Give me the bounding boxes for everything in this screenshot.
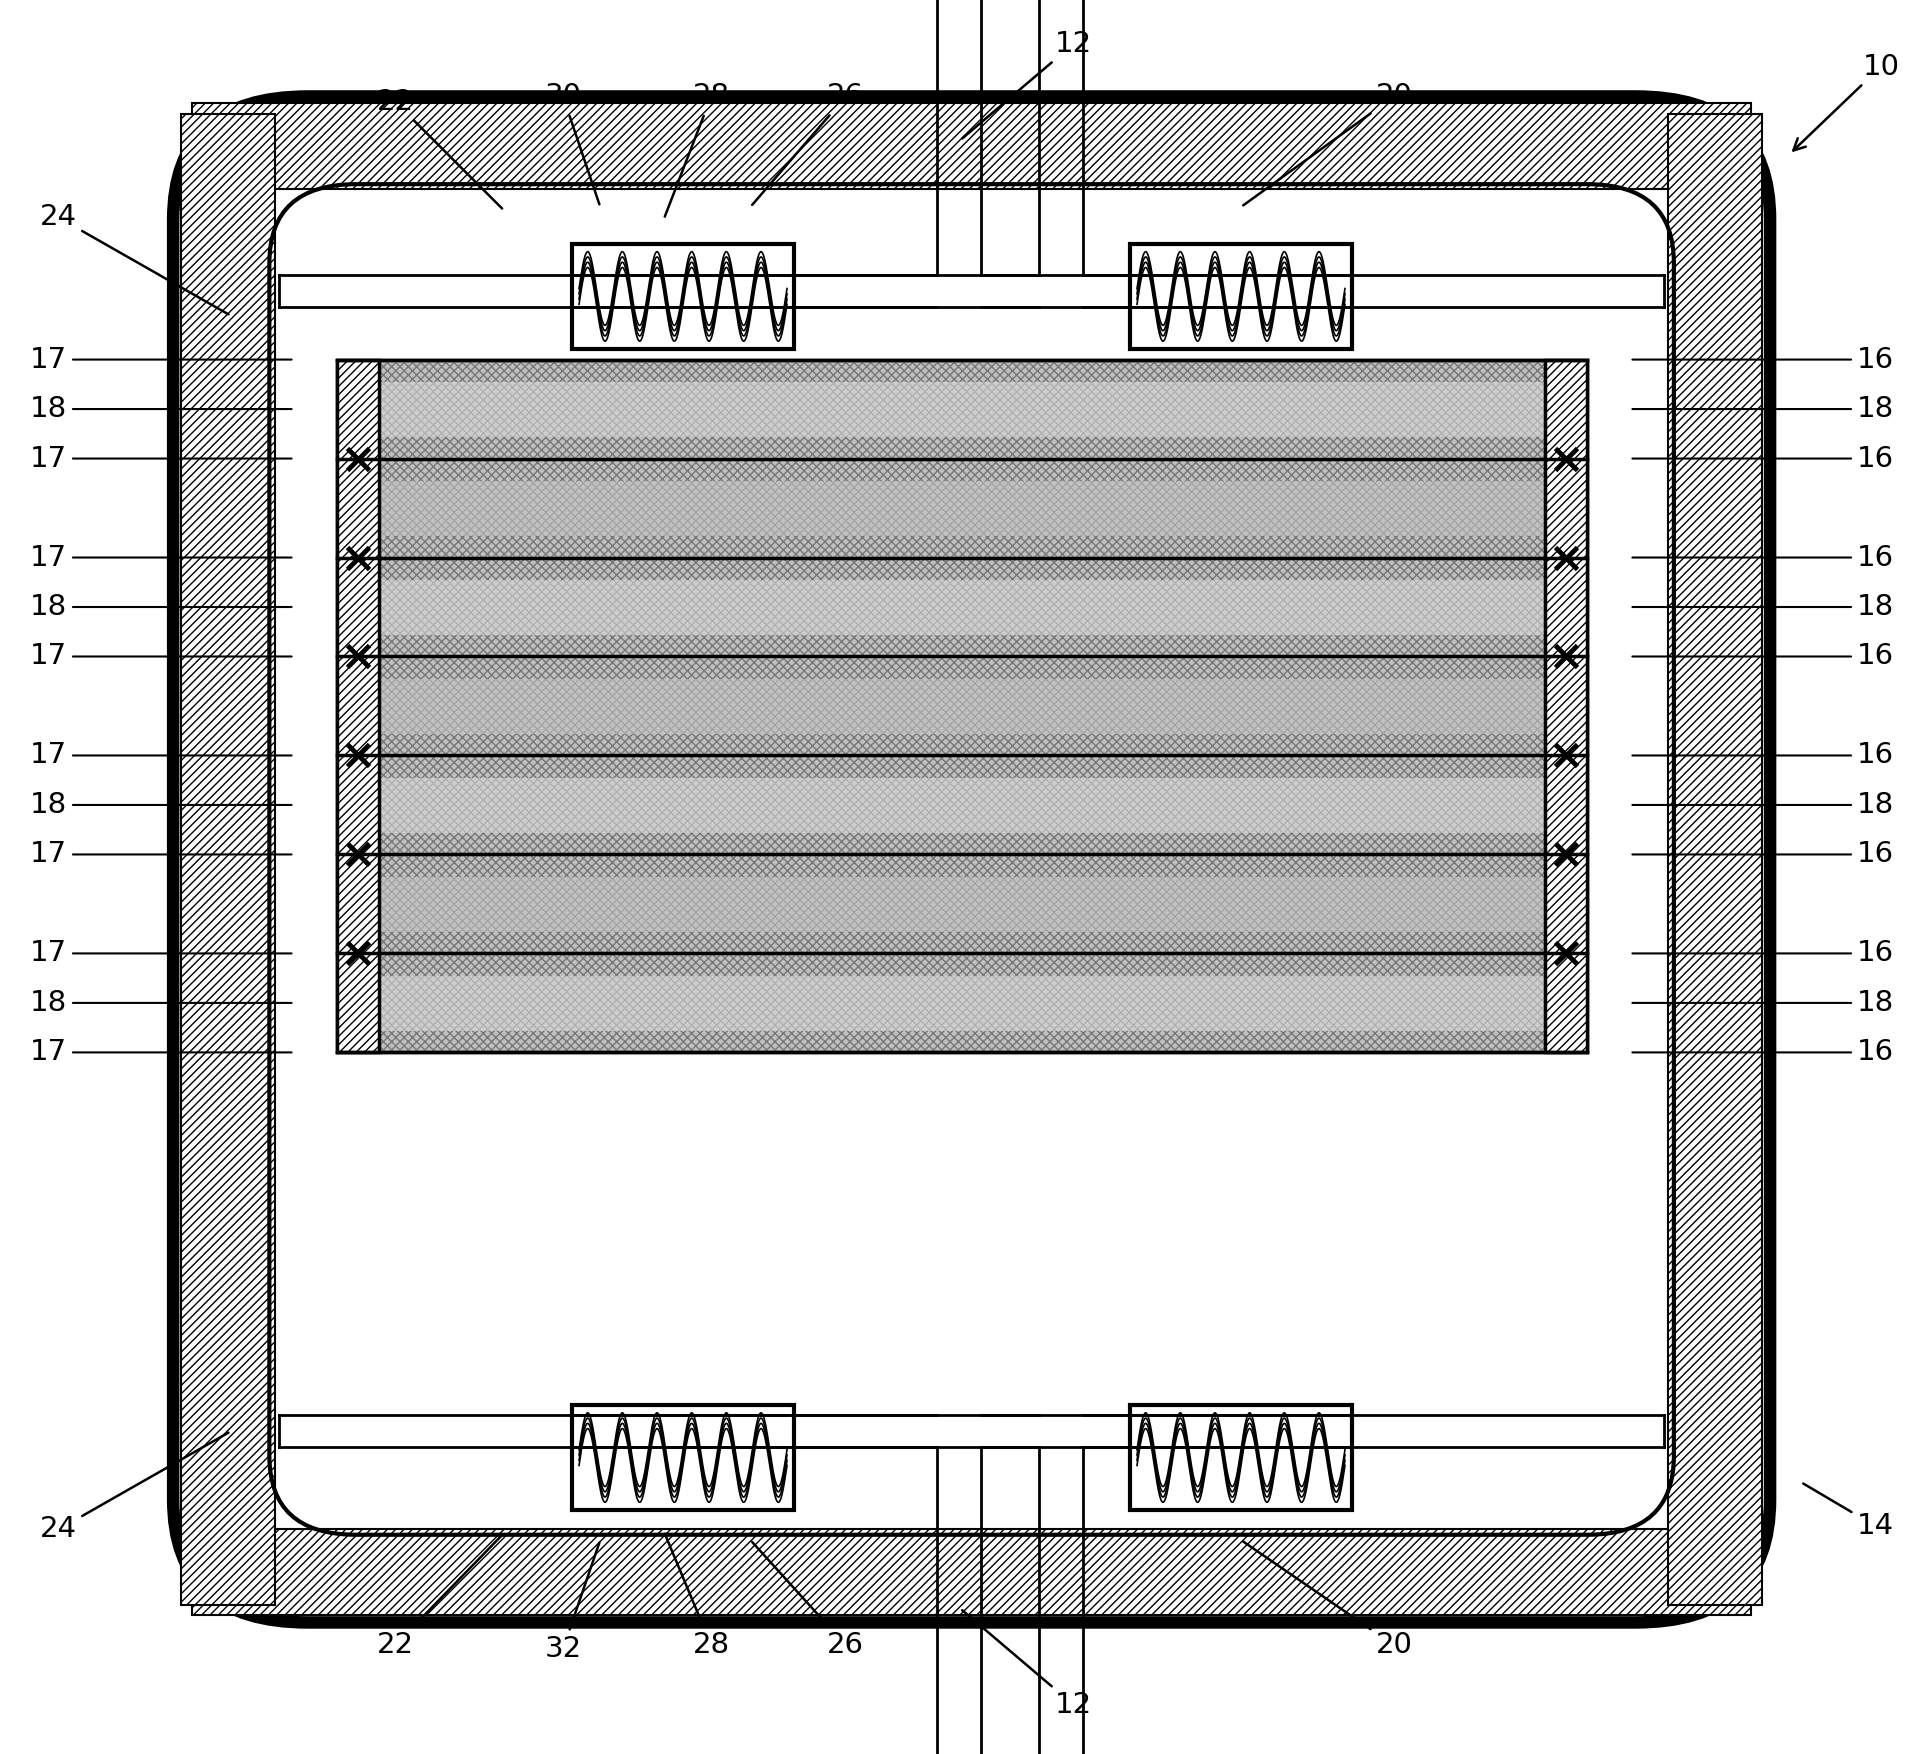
Text: 17: 17 — [31, 1038, 292, 1066]
Text: 17: 17 — [31, 742, 292, 770]
Text: 16: 16 — [1631, 1038, 1892, 1066]
Text: 30: 30 — [544, 82, 600, 203]
Text: 32: 32 — [544, 1542, 600, 1663]
Bar — [1131, 1405, 1350, 1510]
Text: 18: 18 — [1631, 989, 1892, 1017]
Bar — [1131, 244, 1350, 349]
Text: 18: 18 — [31, 989, 292, 1017]
FancyBboxPatch shape — [173, 96, 1769, 1622]
Text: 18: 18 — [31, 791, 292, 819]
Text: 28: 28 — [665, 82, 729, 217]
Text: 17: 17 — [31, 840, 292, 868]
Text: 18: 18 — [1631, 593, 1892, 621]
Bar — [1544, 360, 1586, 1052]
Bar — [192, 1529, 1750, 1615]
Text: 20: 20 — [1242, 1542, 1411, 1659]
Text: 16: 16 — [1631, 742, 1892, 770]
Bar — [379, 581, 1544, 635]
Bar — [571, 244, 792, 349]
Text: 18: 18 — [31, 395, 292, 423]
Text: 28: 28 — [665, 1533, 729, 1659]
Text: 18: 18 — [1631, 791, 1892, 819]
Text: 24: 24 — [40, 203, 229, 314]
Bar — [1667, 114, 1761, 1605]
Text: 26: 26 — [752, 1542, 863, 1659]
Bar — [337, 360, 1586, 1052]
Bar — [379, 382, 1544, 437]
Text: 20: 20 — [1242, 82, 1411, 205]
Bar — [337, 360, 1586, 1052]
Text: 18: 18 — [31, 593, 292, 621]
Text: 17: 17 — [31, 444, 292, 472]
Bar — [379, 679, 1544, 733]
Text: 12: 12 — [962, 1610, 1092, 1719]
Bar — [337, 360, 379, 1052]
Text: 16: 16 — [1631, 642, 1892, 670]
Text: 17: 17 — [31, 642, 292, 670]
Text: 24: 24 — [40, 1433, 229, 1544]
Text: 17: 17 — [31, 940, 292, 968]
Text: 16: 16 — [1631, 444, 1892, 472]
Text: 22: 22 — [377, 88, 502, 209]
Text: 26: 26 — [752, 82, 863, 205]
Text: 16: 16 — [1631, 346, 1892, 374]
Bar — [1544, 360, 1586, 1052]
Bar — [379, 779, 1544, 833]
Text: 16: 16 — [1631, 544, 1892, 572]
Bar — [379, 877, 1544, 931]
Text: 12: 12 — [962, 30, 1092, 139]
Bar — [571, 1405, 792, 1510]
Bar — [192, 103, 1750, 189]
Text: 17: 17 — [31, 544, 292, 572]
Bar — [379, 977, 1544, 1031]
Text: 14: 14 — [1802, 1484, 1892, 1540]
Text: 22: 22 — [377, 1535, 502, 1659]
Text: 16: 16 — [1631, 840, 1892, 868]
Text: 16: 16 — [1631, 940, 1892, 968]
Bar — [379, 481, 1544, 535]
Text: 18: 18 — [1631, 395, 1892, 423]
Text: 17: 17 — [31, 346, 292, 374]
Bar — [337, 360, 379, 1052]
Bar — [181, 114, 275, 1605]
Text: 10: 10 — [1792, 53, 1898, 151]
